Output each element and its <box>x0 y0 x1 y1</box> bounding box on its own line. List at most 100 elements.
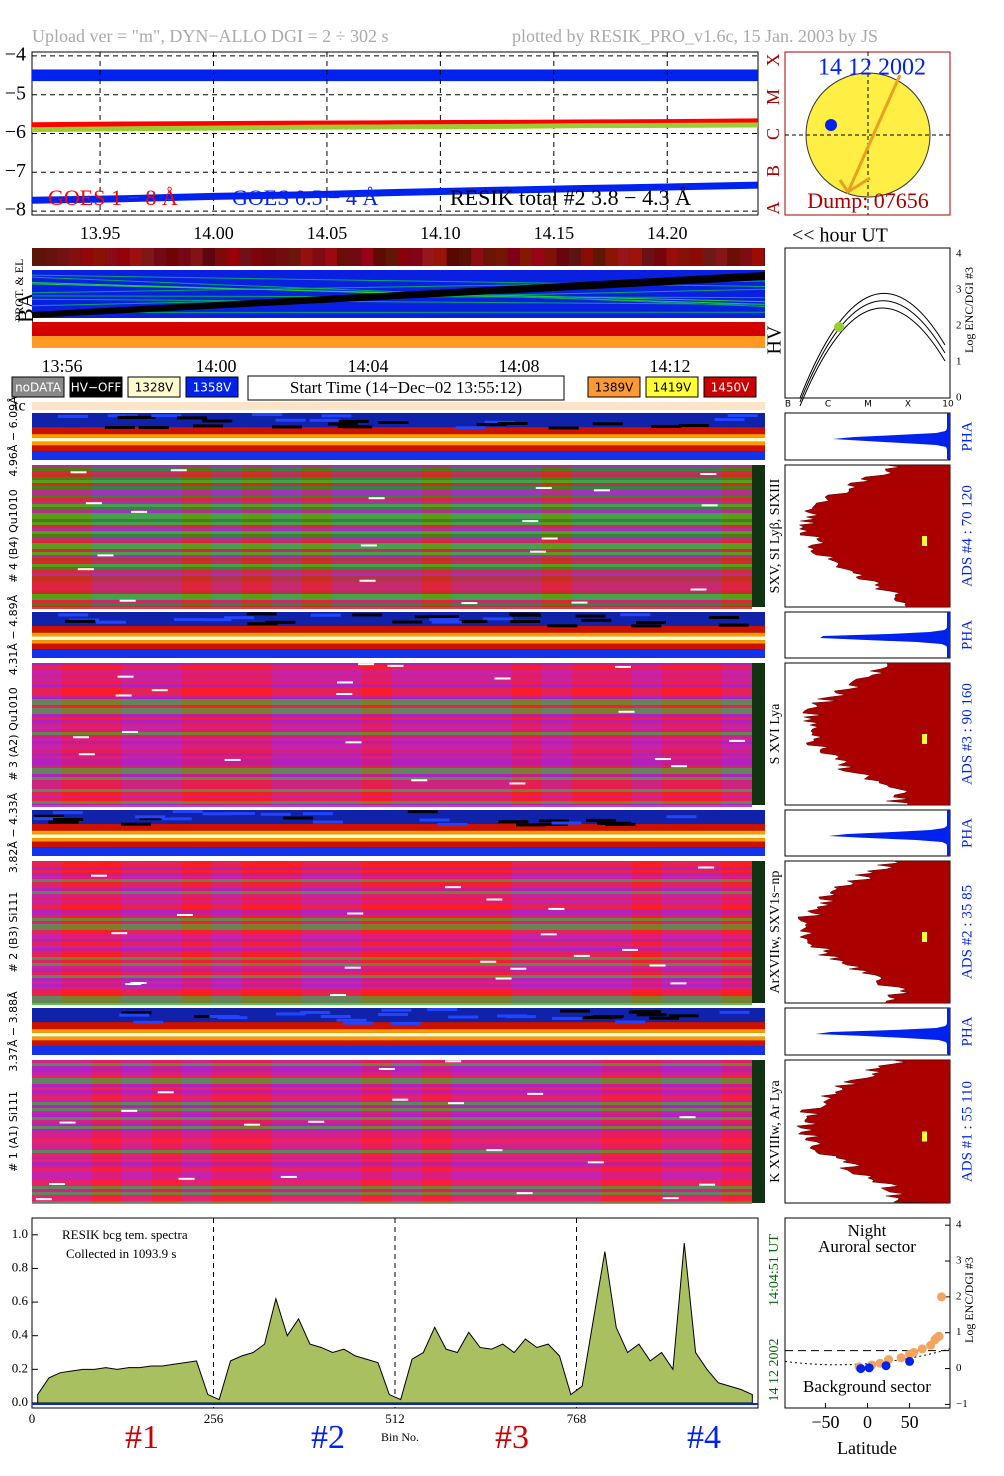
pha-noise <box>174 618 205 622</box>
pha-noise <box>575 614 606 618</box>
spectro-col <box>332 861 362 1003</box>
spectro-col <box>512 861 542 1003</box>
spectro-col <box>182 1060 212 1203</box>
ads-hist <box>795 1059 951 1204</box>
y-tick-label: 0.4 <box>12 1327 29 1342</box>
spectro-row <box>32 744 752 747</box>
spectro-white <box>461 602 478 605</box>
spectro-white <box>131 510 148 513</box>
spectro-row <box>32 1183 752 1186</box>
spectro-row <box>32 1195 752 1198</box>
spectro-row <box>32 972 752 975</box>
hv-xtick: B <box>785 400 791 410</box>
ba-noise <box>385 248 398 266</box>
scatter-point <box>934 1331 944 1341</box>
x-tick-label: −50 <box>811 1412 839 1432</box>
spectro-row <box>32 519 752 522</box>
spectro-col <box>602 1060 632 1203</box>
spectro-row <box>32 480 752 483</box>
legend-text: 1389V <box>595 381 635 395</box>
pha-noise <box>378 1013 409 1017</box>
spectro-col <box>392 861 422 1003</box>
spectro-row <box>32 1159 752 1162</box>
spectro-row <box>32 795 752 798</box>
spectro-col <box>122 1060 152 1203</box>
hv-curve <box>799 300 946 403</box>
spectro-row <box>32 603 752 606</box>
spectro-col <box>542 663 572 805</box>
scatter-point <box>856 1364 866 1374</box>
spectro-row <box>32 1156 752 1159</box>
spectro-col <box>722 663 752 805</box>
legend-entry: GOES 0.5 − 4 Å <box>232 185 378 210</box>
spectro-white <box>130 981 147 984</box>
spectro-white <box>699 1183 716 1186</box>
spectro-row <box>32 729 752 732</box>
spectro-col <box>602 861 632 1003</box>
x-tick-label: 0 <box>29 1411 36 1426</box>
spectro-row <box>32 501 752 504</box>
pha-noise <box>246 612 277 616</box>
spectro-row <box>32 591 752 594</box>
spectro-white <box>593 489 610 492</box>
ba-noise <box>239 248 252 266</box>
hv-label: HV <box>764 325 786 354</box>
spectro-white <box>522 520 539 523</box>
spectro-row <box>32 1081 752 1084</box>
pha-noise <box>482 617 513 621</box>
spectro-col <box>242 465 272 607</box>
spectro-row <box>32 918 752 921</box>
pha-noise <box>309 418 340 422</box>
spectro-row <box>32 1129 752 1132</box>
pha-band <box>32 640 765 644</box>
header-plotted: plotted by RESIK_PRO_v1.6c, 15 Jan. 2003… <box>512 26 878 46</box>
pha-noise <box>378 421 409 425</box>
spectro-row <box>32 981 752 984</box>
spectro-white <box>244 1123 261 1126</box>
spectro-row <box>32 705 752 708</box>
spectro-white <box>72 736 89 739</box>
hv-ytick: 4 <box>956 248 962 260</box>
channel-lines: K XVIIIw, Ar Lya <box>768 1079 783 1182</box>
ba-noise <box>520 248 533 266</box>
spectro-col <box>272 465 302 607</box>
spectro-col <box>152 1060 182 1203</box>
spectro-row <box>32 1099 752 1102</box>
spectro-col <box>452 465 482 607</box>
spectro-row <box>32 891 752 894</box>
spectro-row <box>32 498 752 501</box>
channel-range: 4.31Å − 4.89Å <box>7 594 20 675</box>
spectro-row <box>32 1087 752 1090</box>
pha-noise <box>117 415 148 419</box>
pha-label: PHA <box>959 1016 975 1046</box>
spectro-row <box>32 1102 752 1105</box>
y-tick-label: −8 <box>5 199 26 221</box>
y-tick-label: 2 <box>956 1290 962 1302</box>
detector-label: #2 <box>311 1419 345 1456</box>
y-tick-label: 0.6 <box>12 1293 29 1308</box>
spectro-edge <box>752 1060 765 1203</box>
spectro-white <box>510 967 527 970</box>
channel-lines: S XVI Lya <box>768 703 783 764</box>
x-axis-label: Latitude <box>837 1438 897 1458</box>
ba-noise <box>129 248 142 266</box>
spectro-col <box>422 465 452 607</box>
y-tick-label: 0.0 <box>12 1394 28 1409</box>
pha-noise <box>312 820 343 824</box>
pha-noise <box>193 424 224 428</box>
spectro-row <box>32 792 752 795</box>
ba-noise <box>93 248 106 266</box>
hv-xtick: X <box>905 400 911 410</box>
pha-noise <box>58 613 89 617</box>
spectro-white <box>59 1121 76 1124</box>
spectro-row <box>32 606 752 609</box>
spectro-row <box>32 588 752 591</box>
y-axis-label: Log ENC/DGI #3 <box>962 1257 976 1343</box>
pha-noise <box>327 422 358 426</box>
spectro-row <box>32 669 752 672</box>
spectro-col <box>632 1060 662 1203</box>
spectro-col <box>62 1060 92 1203</box>
y-tick-label: −6 <box>5 121 26 143</box>
spectro-row <box>32 489 752 492</box>
legend-text: 1450V <box>711 381 751 395</box>
